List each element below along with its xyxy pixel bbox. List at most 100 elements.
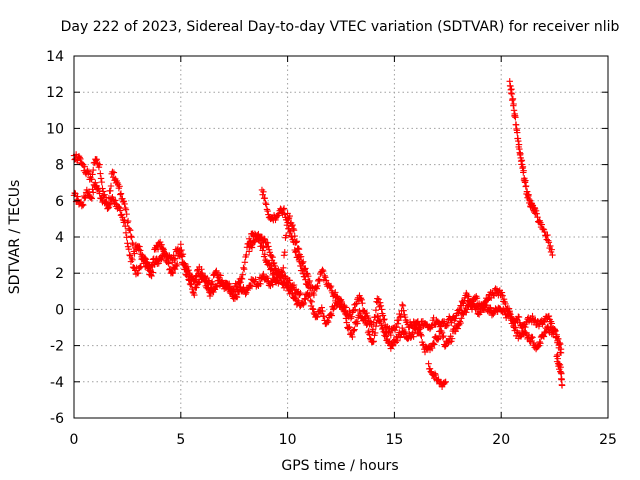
data-point: [522, 177, 529, 184]
data-point: [290, 238, 298, 246]
data-point: [370, 338, 377, 345]
data-point: [191, 276, 199, 283]
data-point: [266, 249, 273, 256]
data-point: [485, 295, 492, 302]
data-point: [178, 252, 185, 259]
data-point: [241, 259, 249, 266]
data-point: [320, 267, 327, 275]
data-point: [407, 334, 414, 342]
data-point: [492, 285, 499, 292]
data-point: [150, 255, 157, 262]
x-tick-label: 25: [599, 432, 617, 448]
data-point: [239, 271, 246, 278]
data-point: [558, 370, 565, 377]
data-point: [324, 318, 332, 326]
data-point: [307, 302, 315, 310]
data-point: [463, 309, 470, 316]
data-point: [556, 339, 563, 347]
data-point: [260, 188, 267, 196]
data-point: [288, 222, 296, 230]
data-point: [558, 376, 565, 383]
data-point: [88, 176, 95, 183]
data-point: [473, 294, 481, 302]
data-point: [117, 207, 124, 214]
data-point: [251, 238, 259, 245]
data-point: [235, 279, 243, 287]
data-point: [198, 266, 205, 273]
data-point: [310, 306, 317, 313]
data-point: [195, 278, 202, 286]
data-point: [223, 280, 231, 287]
data-point: [77, 155, 84, 163]
data-point: [129, 256, 136, 264]
data-point: [522, 182, 530, 190]
data-point: [440, 332, 447, 340]
data-point: [416, 329, 424, 337]
data-point: [159, 245, 166, 253]
data-point: [209, 281, 217, 288]
data-point: [159, 244, 167, 252]
data-point: [110, 169, 118, 176]
data-point: [545, 239, 553, 246]
data-point: [269, 254, 276, 261]
data-point: [399, 324, 406, 332]
y-tick-label: 14: [46, 49, 64, 65]
data-point: [233, 285, 241, 293]
data-point: [134, 270, 142, 277]
data-point: [520, 167, 527, 174]
y-tick-label: -4: [50, 375, 64, 391]
data-point: [305, 293, 312, 300]
data-point: [385, 328, 392, 335]
data-point: [397, 313, 405, 320]
data-point: [124, 217, 132, 225]
data-point: [417, 331, 424, 338]
data-point: [207, 284, 214, 291]
data-point: [400, 307, 407, 314]
data-point: [99, 188, 107, 195]
data-point: [466, 298, 474, 305]
data-point: [399, 301, 406, 308]
data-point: [430, 339, 437, 347]
data-point: [191, 291, 198, 299]
data-point: [158, 241, 165, 248]
data-point: [298, 262, 306, 270]
data-point: [250, 237, 257, 244]
data-point: [261, 251, 269, 258]
data-point: [269, 281, 276, 288]
data-point: [94, 186, 101, 193]
data-point: [452, 315, 459, 322]
data-point: [297, 253, 305, 260]
data-point: [263, 273, 270, 281]
y-tick-label: 12: [46, 85, 64, 101]
data-point: [300, 299, 308, 307]
data-point: [359, 300, 366, 307]
data-point: [121, 200, 128, 208]
data-point: [128, 234, 135, 241]
data-point: [394, 320, 402, 327]
data-point: [510, 100, 517, 108]
data-point: [257, 280, 264, 288]
data-point: [275, 280, 282, 287]
data-point: [529, 312, 536, 320]
data-point: [399, 302, 407, 309]
data-point: [419, 341, 427, 349]
data-point: [287, 232, 295, 240]
data-point: [96, 190, 103, 197]
data-point: [509, 95, 517, 103]
data-point: [354, 320, 361, 327]
data-point: [129, 264, 137, 271]
data-point: [446, 338, 454, 346]
data-point: [321, 272, 328, 280]
data-point: [295, 252, 302, 260]
data-point: [533, 210, 540, 217]
data-point: [495, 288, 503, 295]
data-point: [131, 250, 138, 257]
data-point: [460, 300, 467, 307]
data-point: [500, 295, 508, 303]
data-point: [297, 289, 304, 297]
data-point: [459, 311, 466, 319]
data-point: [206, 292, 214, 300]
data-point: [73, 196, 81, 204]
data-point: [302, 296, 309, 303]
data-point: [404, 335, 412, 343]
